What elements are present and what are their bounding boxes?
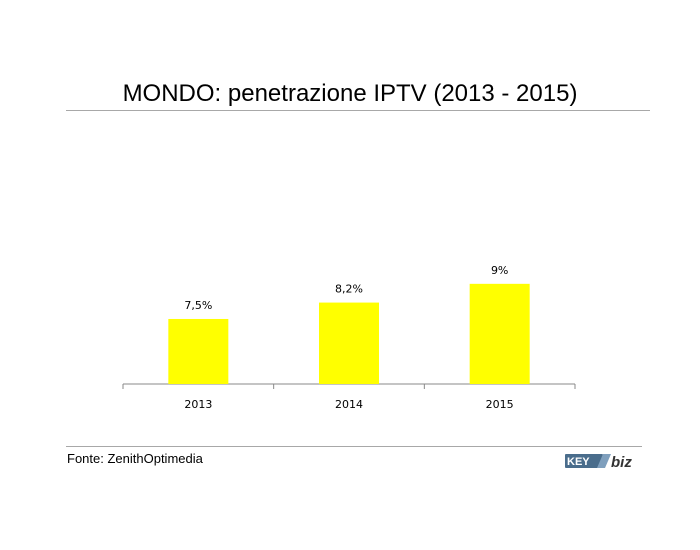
data-label-2015: 9% xyxy=(491,264,508,277)
bar-2015 xyxy=(469,283,530,384)
logo-key-text: KEY xyxy=(567,456,590,468)
x-tick-label-2013: 2013 xyxy=(184,398,212,411)
data-label-2013: 7,5% xyxy=(184,299,212,312)
title-divider xyxy=(66,110,650,111)
bar-2014 xyxy=(319,302,379,384)
footer-divider xyxy=(66,446,642,447)
logo-biz-text: biz xyxy=(611,454,632,471)
x-tick-label-2015: 2015 xyxy=(486,398,514,411)
key4biz-logo: KEY biz xyxy=(565,454,632,471)
data-label-2014: 8,2% xyxy=(335,283,363,296)
bar-chart: 7,5% 2013 8,2% 2014 9% 2015 xyxy=(122,264,576,411)
bar-2013 xyxy=(168,318,229,384)
chart-title: MONDO: penetrazione IPTV (2013 - 2015) xyxy=(122,80,578,107)
x-tick-label-2014: 2014 xyxy=(335,398,363,411)
source-note: Fonte: ZenithOptimedia xyxy=(67,451,203,466)
